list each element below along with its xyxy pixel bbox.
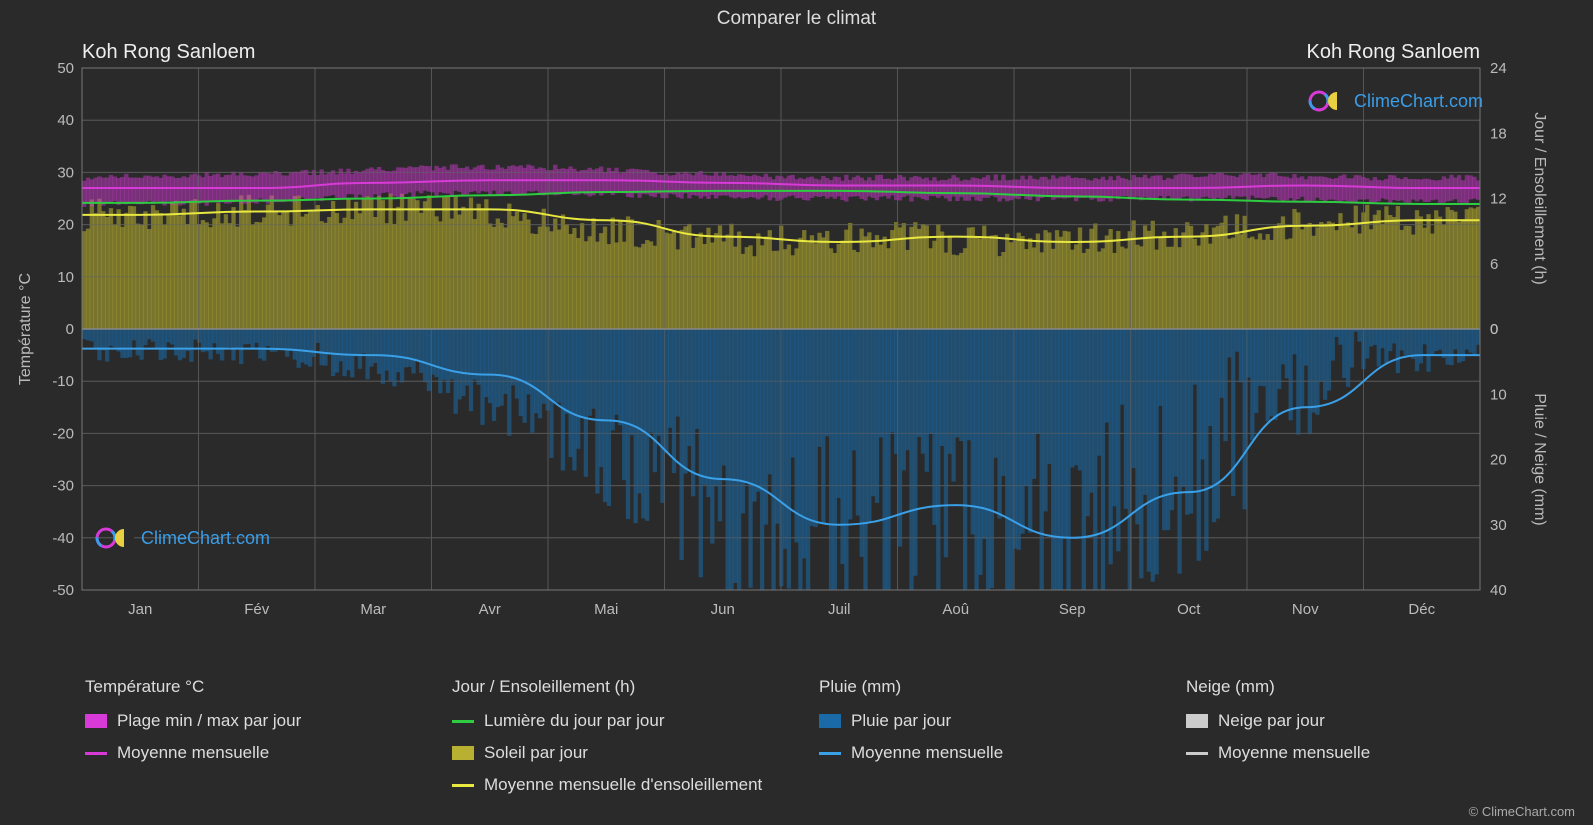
svg-text:-30: -30 xyxy=(52,478,74,495)
legend-label: Soleil par jour xyxy=(484,743,588,763)
svg-text:6: 6 xyxy=(1490,256,1498,273)
svg-text:Avr: Avr xyxy=(479,601,501,618)
svg-text:Jour / Ensoleillement (h): Jour / Ensoleillement (h) xyxy=(1531,112,1548,285)
svg-text:12: 12 xyxy=(1490,191,1507,208)
svg-text:Aoû: Aoû xyxy=(942,601,969,618)
svg-text:50: 50 xyxy=(57,60,74,77)
svg-text:18: 18 xyxy=(1490,125,1507,142)
legend: Température °C Plage min / max par jour Mo… xyxy=(85,677,1533,807)
legend-item: Moyenne mensuelle xyxy=(1186,743,1533,763)
svg-text:Juil: Juil xyxy=(828,601,851,618)
legend-item: Moyenne mensuelle xyxy=(819,743,1166,763)
legend-item: Moyenne mensuelle xyxy=(85,743,432,763)
legend-label: Pluie par jour xyxy=(851,711,951,731)
svg-text:Nov: Nov xyxy=(1292,601,1319,618)
svg-text:10: 10 xyxy=(1490,386,1507,403)
legend-header: Jour / Ensoleillement (h) xyxy=(452,677,799,697)
svg-text:30: 30 xyxy=(57,164,74,181)
svg-text:Koh Rong Sanloem: Koh Rong Sanloem xyxy=(1307,41,1480,63)
svg-text:20: 20 xyxy=(1490,452,1507,469)
legend-column: Température °C Plage min / max par jour Mo… xyxy=(85,677,432,807)
legend-column: Jour / Ensoleillement (h) Lumière du jour… xyxy=(452,677,799,807)
svg-text:-10: -10 xyxy=(52,373,74,390)
watermark-top-right: ClimeChart.com xyxy=(1308,88,1483,114)
svg-text:Comparer le climat: Comparer le climat xyxy=(717,8,877,29)
legend-swatch xyxy=(819,714,841,728)
svg-text:Fév: Fév xyxy=(244,601,270,618)
legend-item: Pluie par jour xyxy=(819,711,1166,731)
svg-text:30: 30 xyxy=(1490,517,1507,534)
legend-header: Pluie (mm) xyxy=(819,677,1166,697)
watermark-text: ClimeChart.com xyxy=(1354,91,1483,112)
legend-header: Neige (mm) xyxy=(1186,677,1533,697)
legend-item: Plage min / max par jour xyxy=(85,711,432,731)
svg-text:40: 40 xyxy=(57,112,74,129)
svg-text:0: 0 xyxy=(1490,321,1498,338)
legend-item: Neige par jour xyxy=(1186,711,1533,731)
legend-swatch xyxy=(1186,752,1208,755)
watermark-text: ClimeChart.com xyxy=(141,528,270,549)
legend-item: Moyenne mensuelle d'ensoleillement xyxy=(452,775,799,795)
svg-text:Oct: Oct xyxy=(1177,601,1201,618)
legend-swatch xyxy=(452,784,474,787)
svg-text:24: 24 xyxy=(1490,60,1507,77)
svg-text:Jan: Jan xyxy=(128,601,152,618)
legend-column: Neige (mm) Neige par jour Moyenne mensuell… xyxy=(1186,677,1533,807)
watermark-bottom-left: ClimeChart.com xyxy=(95,525,270,551)
svg-text:20: 20 xyxy=(57,217,74,234)
legend-label: Moyenne mensuelle xyxy=(117,743,269,763)
svg-text:Mai: Mai xyxy=(594,601,618,618)
legend-label: Lumière du jour par jour xyxy=(484,711,664,731)
legend-label: Neige par jour xyxy=(1218,711,1325,731)
legend-header: Température °C xyxy=(85,677,432,697)
svg-text:Sep: Sep xyxy=(1059,601,1086,618)
svg-text:Mar: Mar xyxy=(360,601,386,618)
climate-chart-container: Comparer le climat Koh Rong Sanloem Koh Ro… xyxy=(0,0,1593,825)
svg-text:40: 40 xyxy=(1490,582,1507,599)
svg-text:-20: -20 xyxy=(52,425,74,442)
legend-label: Moyenne mensuelle xyxy=(851,743,1003,763)
legend-swatch xyxy=(452,720,474,723)
svg-text:10: 10 xyxy=(57,269,74,286)
legend-swatch xyxy=(1186,714,1208,728)
legend-label: Moyenne mensuelle d'ensoleillement xyxy=(484,775,762,795)
legend-swatch xyxy=(85,714,107,728)
svg-text:Déc: Déc xyxy=(1408,601,1435,618)
svg-text:Jun: Jun xyxy=(711,601,735,618)
legend-item: Lumière du jour par jour xyxy=(452,711,799,731)
legend-swatch xyxy=(85,752,107,755)
legend-item: Soleil par jour xyxy=(452,743,799,763)
legend-column: Pluie (mm) Pluie par jour Moyenne mensuell… xyxy=(819,677,1166,807)
legend-swatch xyxy=(819,752,841,755)
legend-label: Plage min / max par jour xyxy=(117,711,301,731)
svg-text:-50: -50 xyxy=(52,582,74,599)
copyright: © ClimeChart.com xyxy=(1469,804,1575,819)
svg-text:0: 0 xyxy=(66,321,74,338)
svg-text:Pluie / Neige (mm): Pluie / Neige (mm) xyxy=(1531,393,1548,525)
svg-text:-40: -40 xyxy=(52,530,74,547)
legend-swatch xyxy=(452,746,474,760)
svg-text:Température °C: Température °C xyxy=(17,273,34,385)
legend-label: Moyenne mensuelle xyxy=(1218,743,1370,763)
svg-text:Koh Rong Sanloem: Koh Rong Sanloem xyxy=(82,41,255,63)
